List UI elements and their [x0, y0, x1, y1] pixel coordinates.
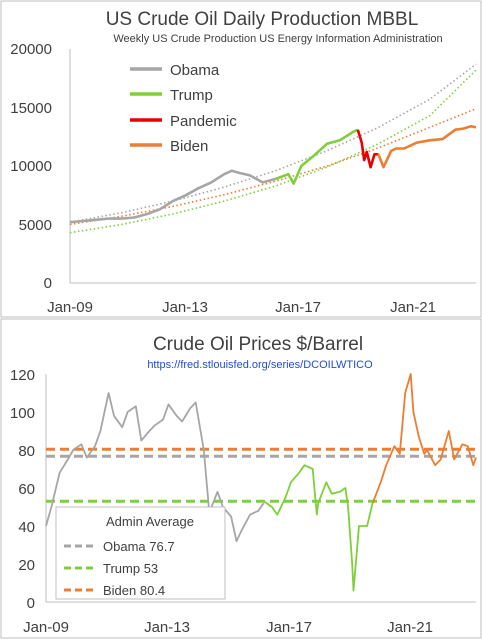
legend-label-obama-average: Obama 76.7 [103, 539, 175, 554]
series-line-obama [45, 392, 265, 543]
y-tick-label: 20000 [10, 41, 52, 58]
legend-label-trump-average: Trump 53 [103, 561, 158, 576]
price-source-url: https://fred.stlouisfed.org/series/DCOIL… [147, 359, 373, 371]
production-plot-area [69, 49, 477, 284]
production-x-tick-labels: Jan-09 Jan-13 Jan-17 Jan-21 [47, 299, 436, 316]
x-tick-label: Jan-17 [266, 619, 312, 636]
x-tick-label: Jan-09 [23, 619, 69, 636]
x-tick-label: Jan-13 [162, 299, 208, 316]
y-tick-label: 0 [44, 275, 52, 292]
y-tick-label: 120 [10, 367, 35, 384]
legend-label-pandemic: Pandemic [170, 113, 237, 130]
production-y-tick-labels: 0 5000 10000 15000 20000 [10, 41, 52, 292]
y-tick-label: 40 [18, 519, 35, 536]
x-tick-label: Jan-21 [387, 619, 433, 636]
production-subtitle: Weekly US Crude Production US Energy Inf… [113, 33, 442, 45]
x-tick-label: Jan-13 [144, 619, 190, 636]
price-legend: Admin Average Obama 76.7 Trump 53 Biden … [55, 506, 226, 600]
price-plot-area [45, 373, 477, 603]
price-title: Crude Oil Prices $/Barrel [153, 334, 363, 355]
production-panel [0, 0, 482, 318]
y-tick-label: 80 [18, 443, 35, 460]
production-title: US Crude Oil Daily Production MBBL [106, 9, 419, 30]
legend-label-biden-average: Biden 80.4 [103, 583, 165, 598]
x-tick-label: Jan-09 [47, 299, 93, 316]
trendline-0 [69, 107, 477, 226]
series-line-biden [371, 373, 477, 504]
y-tick-label: 10000 [10, 158, 52, 175]
series-line-biden [377, 124, 477, 169]
price-y-tick-labels: 0 20 40 60 80 100 120 [10, 367, 35, 612]
legend-box [55, 506, 226, 600]
production-legend: Obama Trump Pandemic Biden [130, 62, 237, 155]
y-tick-label: 15000 [10, 100, 52, 117]
x-tick-label: Jan-21 [390, 299, 436, 316]
legend-title: Admin Average [106, 514, 194, 529]
series-line-obama [69, 169, 276, 224]
legend-label-trump: Trump [170, 87, 213, 104]
y-tick-label: 60 [18, 481, 35, 498]
trendline-1 [69, 63, 477, 223]
legend-label-biden: Biden [170, 138, 208, 155]
y-tick-label: 100 [10, 405, 35, 422]
y-tick-label: 0 [27, 595, 35, 612]
series-line-pandemic [356, 129, 379, 169]
y-tick-label: 5000 [19, 217, 52, 234]
x-tick-label: Jan-17 [275, 299, 321, 316]
trendline-2 [69, 69, 477, 234]
y-tick-label: 20 [18, 557, 35, 574]
price-x-tick-labels: Jan-09 Jan-13 Jan-17 Jan-21 [23, 619, 433, 636]
legend-label-obama: Obama [170, 62, 220, 79]
series-line-trump [275, 128, 359, 185]
series-line-trump [263, 464, 374, 592]
